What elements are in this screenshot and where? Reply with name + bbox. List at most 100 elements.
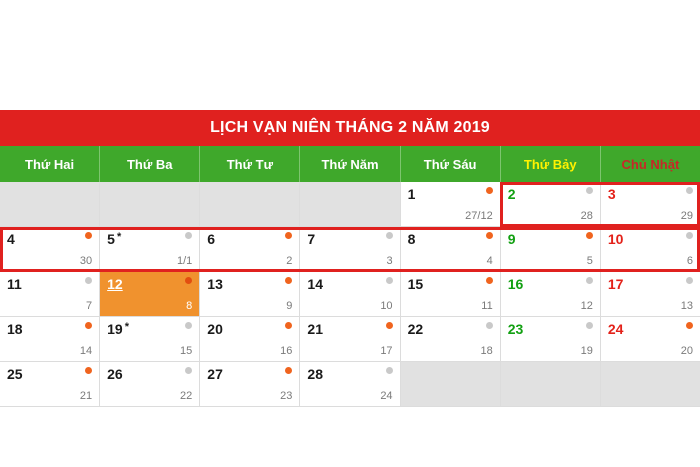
solar-day-number: 10 bbox=[607, 231, 624, 247]
solar-day-number: 18 bbox=[7, 321, 23, 337]
calendar-day-cell[interactable]: 16 12 bbox=[500, 272, 601, 317]
calendar-week-row: 25 21 26 22 27 23 28 24 bbox=[0, 362, 700, 407]
lunar-day-number: 27/12 bbox=[465, 210, 493, 222]
good-day-dot-icon bbox=[585, 232, 593, 239]
solar-day-number: 1 bbox=[407, 186, 416, 202]
solar-day-number: 15 bbox=[407, 276, 424, 292]
calendar-day-cell[interactable]: 21 17 bbox=[300, 317, 401, 362]
lunar-day-number: 8 bbox=[186, 300, 193, 312]
calendar-day-cell[interactable]: 17 13 bbox=[600, 272, 700, 317]
weekday-header-label: Thứ Năm bbox=[321, 156, 379, 172]
normal-day-dot-icon bbox=[585, 322, 593, 329]
calendar-day-cell[interactable]: 18 14 bbox=[0, 317, 101, 362]
normal-day-dot-icon bbox=[385, 232, 393, 239]
lunar-day-number: 23 bbox=[280, 390, 293, 402]
lunar-day-number: 1/1 bbox=[176, 255, 193, 267]
lunar-day-number: 4 bbox=[486, 255, 493, 267]
solar-day-number: 26 bbox=[107, 366, 123, 382]
weekday-header-label: Thứ Sáu bbox=[423, 156, 477, 172]
calendar-day-cell[interactable]: 19 * 15 bbox=[100, 317, 201, 362]
normal-day-dot-icon bbox=[585, 187, 593, 194]
solar-day-number: 16 bbox=[507, 276, 524, 292]
calendar-day-cell[interactable]: 11 7 bbox=[0, 272, 101, 317]
lunar-day-number: 2 bbox=[286, 255, 293, 267]
calendar-day-cell[interactable]: 10 6 bbox=[600, 227, 700, 272]
normal-day-dot-icon bbox=[185, 322, 193, 329]
calendar-day-cell[interactable]: 28 24 bbox=[300, 362, 401, 407]
normal-day-dot-icon bbox=[385, 367, 393, 374]
calendar-day-cell[interactable]: 26 22 bbox=[100, 362, 201, 407]
solar-day-number: 23 bbox=[507, 321, 524, 337]
calendar-title: LỊCH VẠN NIÊN THÁNG 2 NĂM 2019 bbox=[0, 110, 700, 146]
lunar-day-number: 3 bbox=[386, 255, 393, 267]
good-day-dot-icon bbox=[185, 277, 193, 284]
normal-day-dot-icon bbox=[685, 277, 693, 284]
weekday-header-2: Thứ Ba bbox=[100, 146, 201, 182]
lunar-day-number: 18 bbox=[480, 345, 493, 357]
calendar-day-cell[interactable]: 27 23 bbox=[200, 362, 301, 407]
calendar-day-cell[interactable]: 12 8 bbox=[100, 272, 201, 317]
calendar-day-cell-empty bbox=[100, 182, 201, 227]
solar-day-number: 27 bbox=[207, 366, 223, 382]
lunar-day-number: 10 bbox=[380, 300, 393, 312]
calendar-day-cell[interactable]: 24 20 bbox=[600, 317, 700, 362]
lunar-day-number: 5 bbox=[586, 255, 593, 267]
calendar-day-cell[interactable]: 23 19 bbox=[500, 317, 601, 362]
lunar-day-number: 9 bbox=[286, 300, 293, 312]
calendar-day-cell[interactable]: 15 11 bbox=[400, 272, 501, 317]
calendar-week-row: 4 30 5 * 1/1 6 2 7 3 8 4 9 5 10 6 bbox=[0, 227, 700, 272]
calendar-day-cell[interactable]: 1 27/12 bbox=[400, 182, 501, 227]
solar-day-number: 4 bbox=[7, 231, 15, 247]
calendar-day-cell-empty bbox=[600, 362, 700, 407]
calendar-day-cell[interactable]: 3 29 bbox=[600, 182, 700, 227]
calendar-week-row: 18 14 19 * 15 20 16 21 17 22 18 23 19 24 20 bbox=[0, 317, 700, 362]
solar-day-number: 14 bbox=[307, 276, 323, 292]
weekday-header-row: Thứ Hai Thứ Ba Thứ Tư Thứ Năm Thứ Sáu Thứ Bảy… bbox=[0, 146, 700, 182]
weekday-header-7: Chủ Nhật bbox=[601, 146, 700, 182]
weekday-header-label: Thứ Ba bbox=[126, 156, 173, 172]
calendar-day-cell-empty bbox=[400, 362, 501, 407]
lunar-day-number: 6 bbox=[686, 255, 693, 267]
good-day-dot-icon bbox=[285, 232, 293, 239]
calendar-day-cell[interactable]: 13 9 bbox=[200, 272, 301, 317]
solar-day-number: 25 bbox=[7, 366, 23, 382]
calendar-day-cell[interactable]: 25 21 bbox=[0, 362, 101, 407]
solar-day-number: 12 bbox=[107, 276, 123, 292]
solar-day-number: 11 bbox=[7, 276, 22, 292]
calendar-week-row: 11 7 12 8 13 9 14 10 15 11 16 12 17 13 bbox=[0, 272, 700, 317]
solar-day-number: 17 bbox=[607, 276, 624, 292]
calendar-day-cell[interactable]: 5 * 1/1 bbox=[100, 227, 201, 272]
solar-day-number: 2 bbox=[507, 186, 516, 202]
calendar-day-cell[interactable]: 4 30 bbox=[0, 227, 101, 272]
solar-day-number: 20 bbox=[207, 321, 223, 337]
lunar-day-number: 20 bbox=[680, 345, 693, 357]
solar-day-number: 22 bbox=[407, 321, 424, 337]
normal-day-dot-icon bbox=[685, 232, 693, 239]
good-day-dot-icon bbox=[85, 322, 93, 329]
calendar-widget: LỊCH VẠN NIÊN THÁNG 2 NĂM 2019 Thứ Hai Th… bbox=[0, 110, 700, 407]
calendar-day-cell[interactable]: 20 16 bbox=[200, 317, 301, 362]
calendar-day-cell-empty bbox=[0, 182, 101, 227]
lunar-day-number: 30 bbox=[79, 255, 93, 267]
calendar-grid: 1 27/12 2 28 3 29 4 30 5 * 1/1 6 2 7 3 8 4 9 5 10 6 11 7 12 8 13 9… bbox=[0, 182, 700, 407]
calendar-day-cell[interactable]: 2 28 bbox=[500, 182, 601, 227]
good-day-dot-icon bbox=[485, 277, 493, 284]
normal-day-dot-icon bbox=[485, 322, 493, 329]
weekday-header-label: Thứ Bảy bbox=[523, 156, 577, 172]
normal-day-dot-icon bbox=[685, 187, 693, 194]
calendar-day-cell[interactable]: 22 18 bbox=[400, 317, 501, 362]
weekday-header-5: Thứ Sáu bbox=[401, 146, 501, 182]
good-day-dot-icon bbox=[485, 187, 493, 194]
solar-day-number: 5 * bbox=[107, 231, 122, 247]
lunar-day-number: 17 bbox=[380, 345, 393, 357]
solar-day-number: 6 bbox=[207, 231, 216, 247]
solar-day-number: 24 bbox=[607, 321, 624, 337]
weekday-header-label: Chủ Nhật bbox=[621, 156, 680, 172]
weekday-header-4: Thứ Năm bbox=[300, 146, 401, 182]
calendar-day-cell[interactable]: 14 10 bbox=[300, 272, 401, 317]
lunar-day-number: 21 bbox=[79, 390, 93, 402]
